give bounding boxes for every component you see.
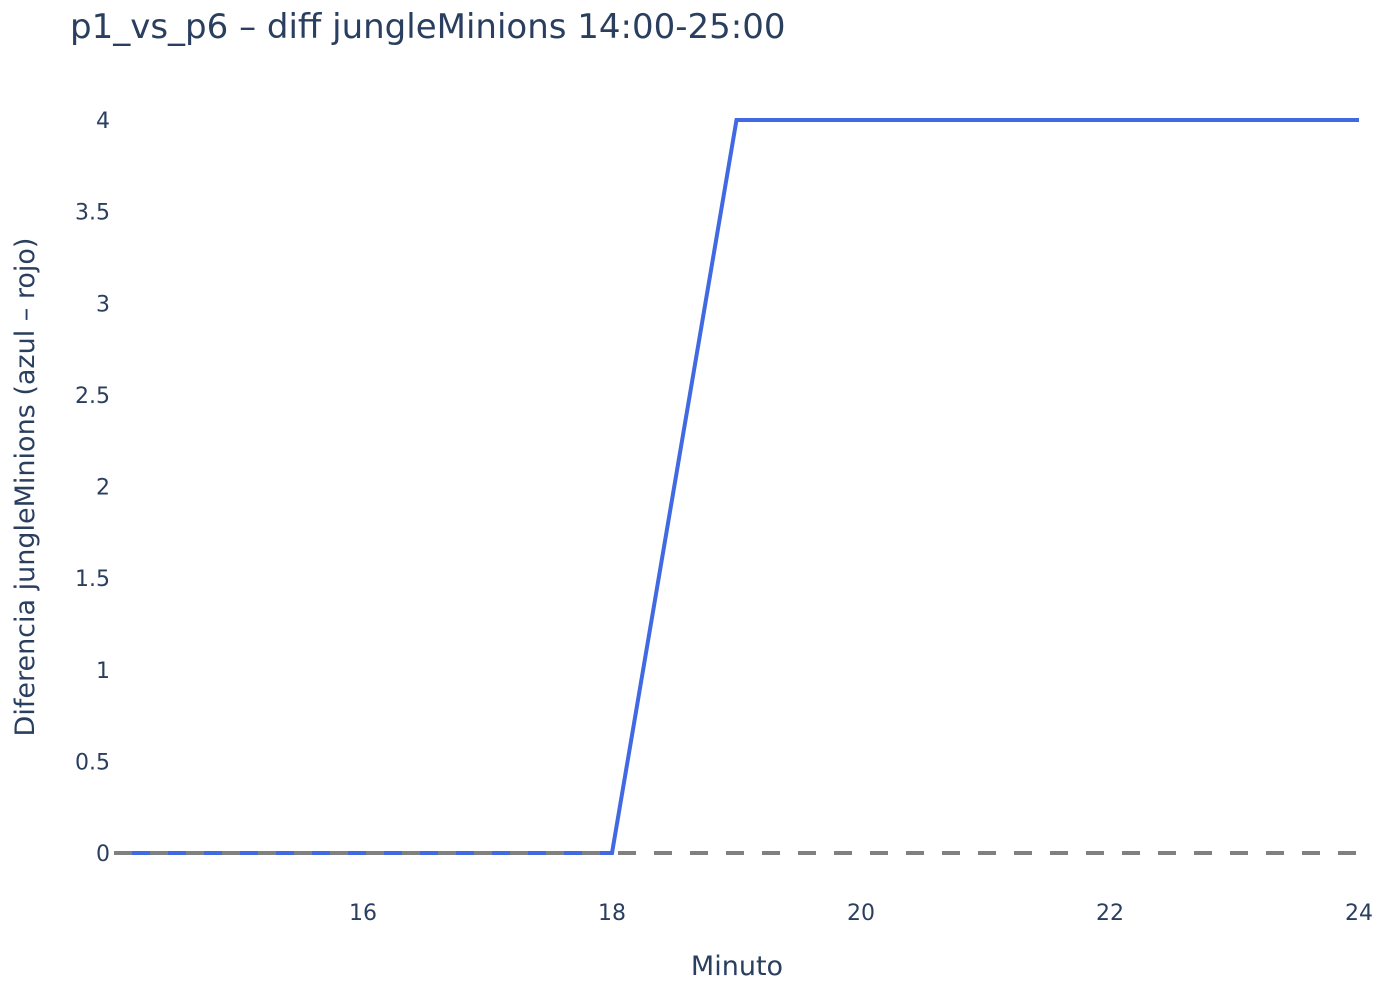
y-tick-label: 0 (96, 842, 110, 867)
y-tick-label: 3.5 (75, 201, 110, 226)
y-tick-label: 1 (96, 659, 110, 684)
y-axis-ticks: 0 0.5 1 1.5 2 2.5 3 3.5 4 (75, 109, 110, 867)
x-axis-ticks: 16 18 20 22 24 (349, 901, 1373, 926)
y-axis-title: Diferencia jungleMinions (azul – rojo) (10, 238, 41, 737)
x-tick-label: 22 (1096, 901, 1124, 926)
plot-area (114, 118, 1359, 855)
x-tick-label: 24 (1345, 901, 1373, 926)
y-tick-label: 2.5 (75, 384, 110, 409)
y-tick-label: 3 (96, 292, 110, 317)
chart-title: p1_vs_p6 – diff jungleMinions 14:00-25:0… (70, 7, 786, 47)
series-line (114, 118, 1359, 855)
y-tick-label: 1.5 (75, 567, 110, 592)
x-tick-label: 16 (349, 901, 377, 926)
x-axis-title: Minuto (691, 951, 783, 982)
y-tick-label: 0.5 (75, 750, 110, 775)
x-tick-label: 20 (847, 901, 875, 926)
y-tick-label: 4 (96, 109, 110, 134)
x-tick-label: 18 (598, 901, 626, 926)
y-tick-label: 2 (96, 476, 110, 501)
